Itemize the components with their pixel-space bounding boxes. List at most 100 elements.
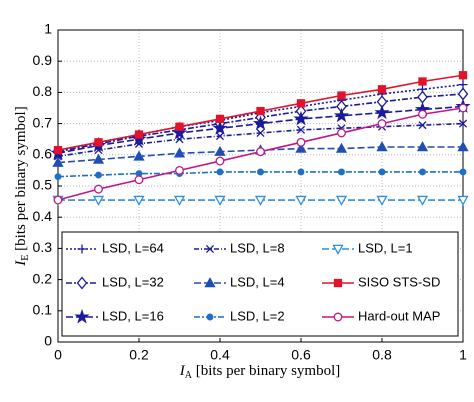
legend-label: LSD, L=8 xyxy=(230,240,285,255)
marker xyxy=(134,139,144,148)
marker xyxy=(134,130,144,139)
y-tick-label: 0.9 xyxy=(33,52,53,68)
legend-label: LSD, L=4 xyxy=(230,274,285,289)
marker xyxy=(332,244,344,255)
x-label-sub: A xyxy=(185,370,193,381)
x-tick-label: 0 xyxy=(54,347,62,363)
marker xyxy=(134,175,144,185)
y-tick-label: 0 xyxy=(44,333,52,349)
marker xyxy=(175,135,184,144)
marker xyxy=(254,195,267,206)
marker xyxy=(418,121,427,130)
marker xyxy=(94,184,103,194)
y-label-symbol: I xyxy=(13,260,29,267)
y-tick-label: 0.3 xyxy=(33,239,53,255)
y-tick-label: 0.2 xyxy=(33,270,53,286)
marker xyxy=(173,195,186,206)
x-tick-label: 0.4 xyxy=(210,347,230,363)
x-label-text: [bits per binary symbol] xyxy=(192,363,340,379)
marker xyxy=(216,168,224,176)
marker xyxy=(333,278,343,288)
marker xyxy=(293,110,309,126)
x-tick-label: 0.6 xyxy=(291,347,311,363)
legend-label: LSD, L=64 xyxy=(102,240,164,255)
marker xyxy=(419,168,426,176)
marker xyxy=(77,244,87,254)
marker xyxy=(52,156,64,167)
legend-label: Hard-out MAP xyxy=(358,308,440,323)
legend-label: LSD, L=32 xyxy=(102,274,164,289)
marker xyxy=(53,195,63,205)
marker xyxy=(92,195,105,206)
x-tick-label: 0.8 xyxy=(372,347,392,363)
marker xyxy=(296,125,306,134)
marker xyxy=(376,141,388,152)
marker xyxy=(53,145,63,155)
y-tick-label: 1 xyxy=(44,21,52,37)
y-label-text: [bits per binary symbol] xyxy=(13,106,29,254)
legend-label: LSD, L=16 xyxy=(102,308,164,323)
series-line xyxy=(57,171,463,178)
marker xyxy=(212,120,228,135)
marker xyxy=(377,85,387,94)
marker xyxy=(76,276,88,290)
marker xyxy=(256,128,265,138)
marker xyxy=(92,153,105,164)
y-tick-label: 0.6 xyxy=(33,146,53,162)
legend-box xyxy=(61,231,459,337)
y-tick-label: 0.1 xyxy=(33,302,53,318)
marker xyxy=(458,71,468,80)
marker xyxy=(376,195,388,206)
marker xyxy=(173,147,186,158)
marker xyxy=(458,103,468,113)
marker xyxy=(459,168,467,176)
marker xyxy=(297,168,305,176)
y-tick-label: 0.5 xyxy=(33,177,53,193)
marker xyxy=(418,109,427,119)
marker xyxy=(215,114,225,124)
marker xyxy=(257,168,264,176)
marker xyxy=(95,171,102,179)
marker xyxy=(205,244,215,254)
marker xyxy=(94,146,103,155)
marker xyxy=(133,195,145,206)
x-tick-label: 1 xyxy=(459,347,467,363)
marker xyxy=(416,141,429,152)
marker xyxy=(256,147,265,157)
marker xyxy=(171,124,188,140)
marker xyxy=(457,141,469,152)
x-tick-label: 0.2 xyxy=(129,347,149,363)
marker xyxy=(94,138,103,147)
marker xyxy=(333,312,343,322)
y-tick-label: 0.7 xyxy=(33,114,53,130)
marker xyxy=(335,142,348,153)
marker xyxy=(204,277,216,288)
x-label-symbol: I xyxy=(179,363,186,379)
marker xyxy=(374,104,390,120)
marker xyxy=(378,168,386,176)
y-label-sub: E xyxy=(20,255,31,261)
marker xyxy=(457,195,469,206)
marker xyxy=(74,309,90,324)
marker xyxy=(418,77,427,86)
marker xyxy=(214,195,226,206)
legend-label: LSD, L=2 xyxy=(230,308,285,323)
marker xyxy=(215,132,225,141)
y-tick-label: 0.8 xyxy=(33,83,53,99)
marker xyxy=(377,119,387,129)
y-tick-label: 0.4 xyxy=(33,208,53,224)
marker xyxy=(296,99,306,108)
marker xyxy=(338,168,345,176)
marker xyxy=(175,165,184,175)
marker xyxy=(296,137,306,147)
marker xyxy=(206,313,214,321)
x-axis-label: IA [bits per binary symbol] xyxy=(179,363,341,381)
marker xyxy=(295,142,307,153)
marker xyxy=(133,150,145,161)
marker xyxy=(175,122,184,131)
marker xyxy=(458,119,468,128)
marker xyxy=(337,128,346,138)
marker xyxy=(337,91,346,100)
marker xyxy=(295,195,307,206)
